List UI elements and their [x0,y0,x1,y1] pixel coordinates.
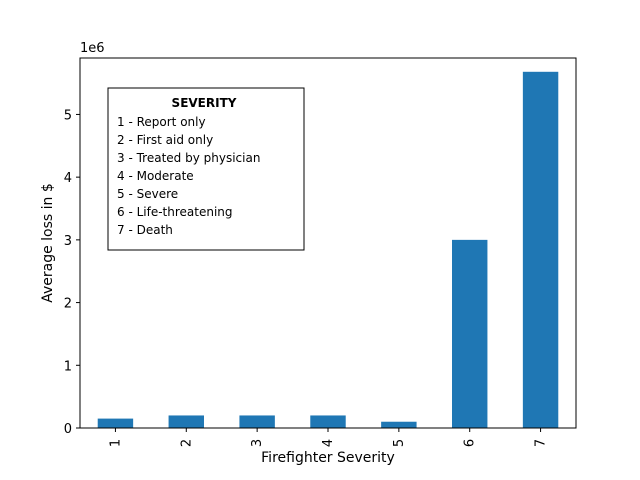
x-tick-label: 5 [392,439,407,447]
x-tick-label: 6 [463,439,478,447]
legend-entry: 6 - Life-threatening [117,205,233,219]
legend-entry: 1 - Report only [117,115,206,129]
x-tick-label: 2 [179,439,194,447]
bar-1 [97,418,134,428]
bars-group [97,71,559,429]
bar-3 [239,415,275,428]
legend-entry: 7 - Death [117,223,173,237]
legend-entry: 4 - Moderate [117,169,194,183]
legend-entry: 5 - Severe [117,187,178,201]
legend-entries: 1 - Report only 2 - First aid only 3 - Tre… [117,115,260,237]
y-tick-label: 1 [64,359,72,374]
x-axis-label: Firefighter Severity [261,450,395,466]
legend-entry: 3 - Treated by physician [117,151,260,165]
x-tick-label: 1 [108,439,123,447]
y-tick-label: 5 [64,108,72,123]
y-tick-label: 3 [64,234,72,249]
legend-box-frame [107,87,305,251]
y-tick-label: 0 [64,422,72,437]
legend-entry: 2 - First aid only [117,133,213,147]
x-tick-label: 4 [321,439,336,447]
bar-2 [168,415,204,428]
y-axis-label: Average loss in $ [40,183,56,303]
y-tick-label: 4 [64,171,72,186]
bar-4 [310,415,346,428]
x-axis: 1 2 3 4 5 6 7 [108,428,549,447]
bar-6 [452,239,488,428]
y-axis-scale-label: 1e6 [80,41,105,56]
y-axis: 0 1 2 3 4 5 [64,108,80,437]
legend-title: SEVERITY [172,96,237,110]
x-tick-label: 7 [534,439,549,447]
severity-legend-box: SEVERITY 1 - Report only 2 - First aid on… [107,87,305,251]
bar-5 [381,421,417,428]
bar-7 [522,71,559,429]
x-tick-label: 3 [250,439,265,447]
y-tick-label: 2 [64,297,72,312]
